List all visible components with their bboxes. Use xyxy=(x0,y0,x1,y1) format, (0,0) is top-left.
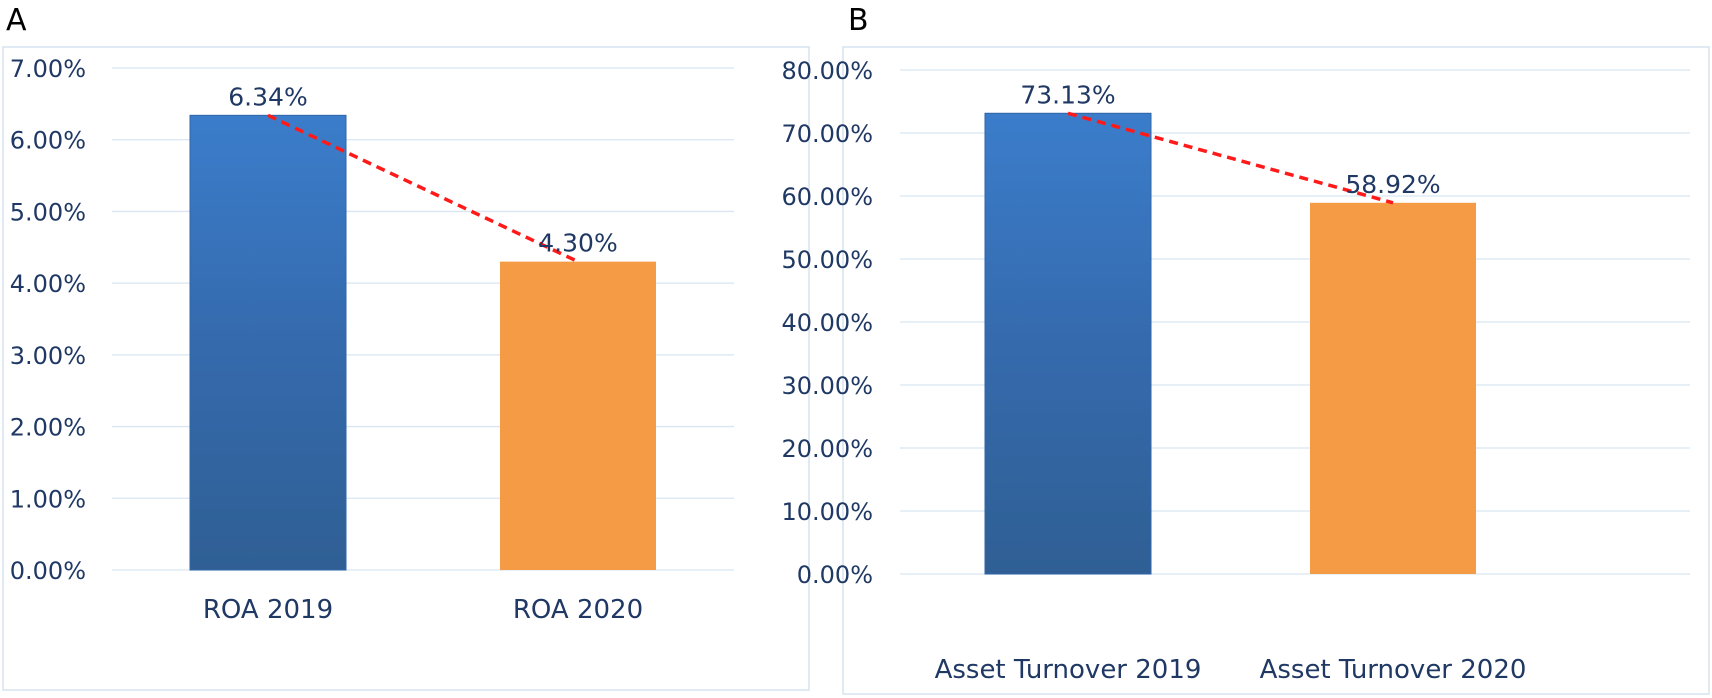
panel-a-y-tick-label: 2.00% xyxy=(10,414,86,442)
panel-a-data-labels: 6.34% 4.30% xyxy=(228,82,617,257)
panel-b-y-tick-label: 40.00% xyxy=(781,309,873,337)
panel-b-letter: B xyxy=(848,3,869,38)
panel-b-y-tick-label: 20.00% xyxy=(781,435,873,463)
panel-a-x-tick-label: ROA 2020 xyxy=(513,595,643,625)
panel-b-trend xyxy=(1067,111,1394,205)
panel-b-x-axis: Asset Turnover 2019 Asset Turnover 2020 xyxy=(935,655,1527,685)
panel-a-y-tick-label: 5.00% xyxy=(10,198,86,226)
panel-b-frame xyxy=(842,46,1710,695)
panel-a-y-tick-label: 0.00% xyxy=(10,557,86,585)
panel-b-bar-2 xyxy=(1310,202,1476,574)
panel-a-y-tick-label: 1.00% xyxy=(10,485,86,513)
panel-b-x-tick-label: Asset Turnover 2020 xyxy=(1260,655,1527,685)
panel-a-x-tick-label: ROA 2019 xyxy=(203,595,333,625)
panel-b-data-label: 73.13% xyxy=(1020,80,1115,109)
panel-b-y-tick-label: 10.00% xyxy=(781,498,873,526)
panel-b-trend-line xyxy=(1067,111,1394,205)
panel-a-trend xyxy=(267,113,579,264)
panel-a-bar-2 xyxy=(500,261,656,570)
panel-a-bars xyxy=(189,114,656,571)
panel-a-y-tick-label: 7.00% xyxy=(10,55,86,83)
panel-a-x-axis: ROA 2019 ROA 2020 xyxy=(203,595,643,625)
panel-b-bar-1 xyxy=(984,112,1152,575)
panel-a-trend-line xyxy=(267,113,579,264)
panel-b-y-tick-label: 50.00% xyxy=(781,246,873,274)
panel-a-data-label: 4.30% xyxy=(538,229,617,258)
panel-b-data-label: 58.92% xyxy=(1345,170,1440,199)
panel-b-bars xyxy=(984,112,1476,575)
panel-a-data-label: 6.34% xyxy=(228,82,307,111)
panel-a-y-tick-label: 3.00% xyxy=(10,342,86,370)
panel-b-y-axis: 0.00% 10.00% 20.00% 30.00% 40.00% 50.00% 60.00… xyxy=(781,57,873,589)
panel-a-frame xyxy=(2,46,810,691)
panel-b-y-tick-label: 80.00% xyxy=(781,57,873,85)
panel-b-y-tick-label: 30.00% xyxy=(781,372,873,400)
panel-b-y-tick-label: 70.00% xyxy=(781,120,873,148)
panel-a-y-tick-label: 6.00% xyxy=(10,127,86,155)
panel-a-letter: A xyxy=(6,3,27,38)
panel-a-bar-1 xyxy=(189,114,347,571)
panel-a: A 0.00% 1.00% 2.00% 3.00% 4.00% 5.00% 6.00% 7.0… xyxy=(2,3,810,691)
panel-a-y-axis: 0.00% 1.00% 2.00% 3.00% 4.00% 5.00% 6.00% 7.00% xyxy=(10,55,86,585)
panel-a-y-tick-label: 4.00% xyxy=(10,270,86,298)
panel-b-x-tick-label: Asset Turnover 2019 xyxy=(935,655,1202,685)
panel-b-y-tick-label: 60.00% xyxy=(781,183,873,211)
panel-b-data-labels: 73.13% 58.92% xyxy=(1020,80,1440,199)
panel-b-y-tick-label: 0.00% xyxy=(797,561,873,589)
panel-b: B 0.00% 10.00% 20.00% 30.00% 40.00% 50.00% 60.… xyxy=(781,3,1710,695)
